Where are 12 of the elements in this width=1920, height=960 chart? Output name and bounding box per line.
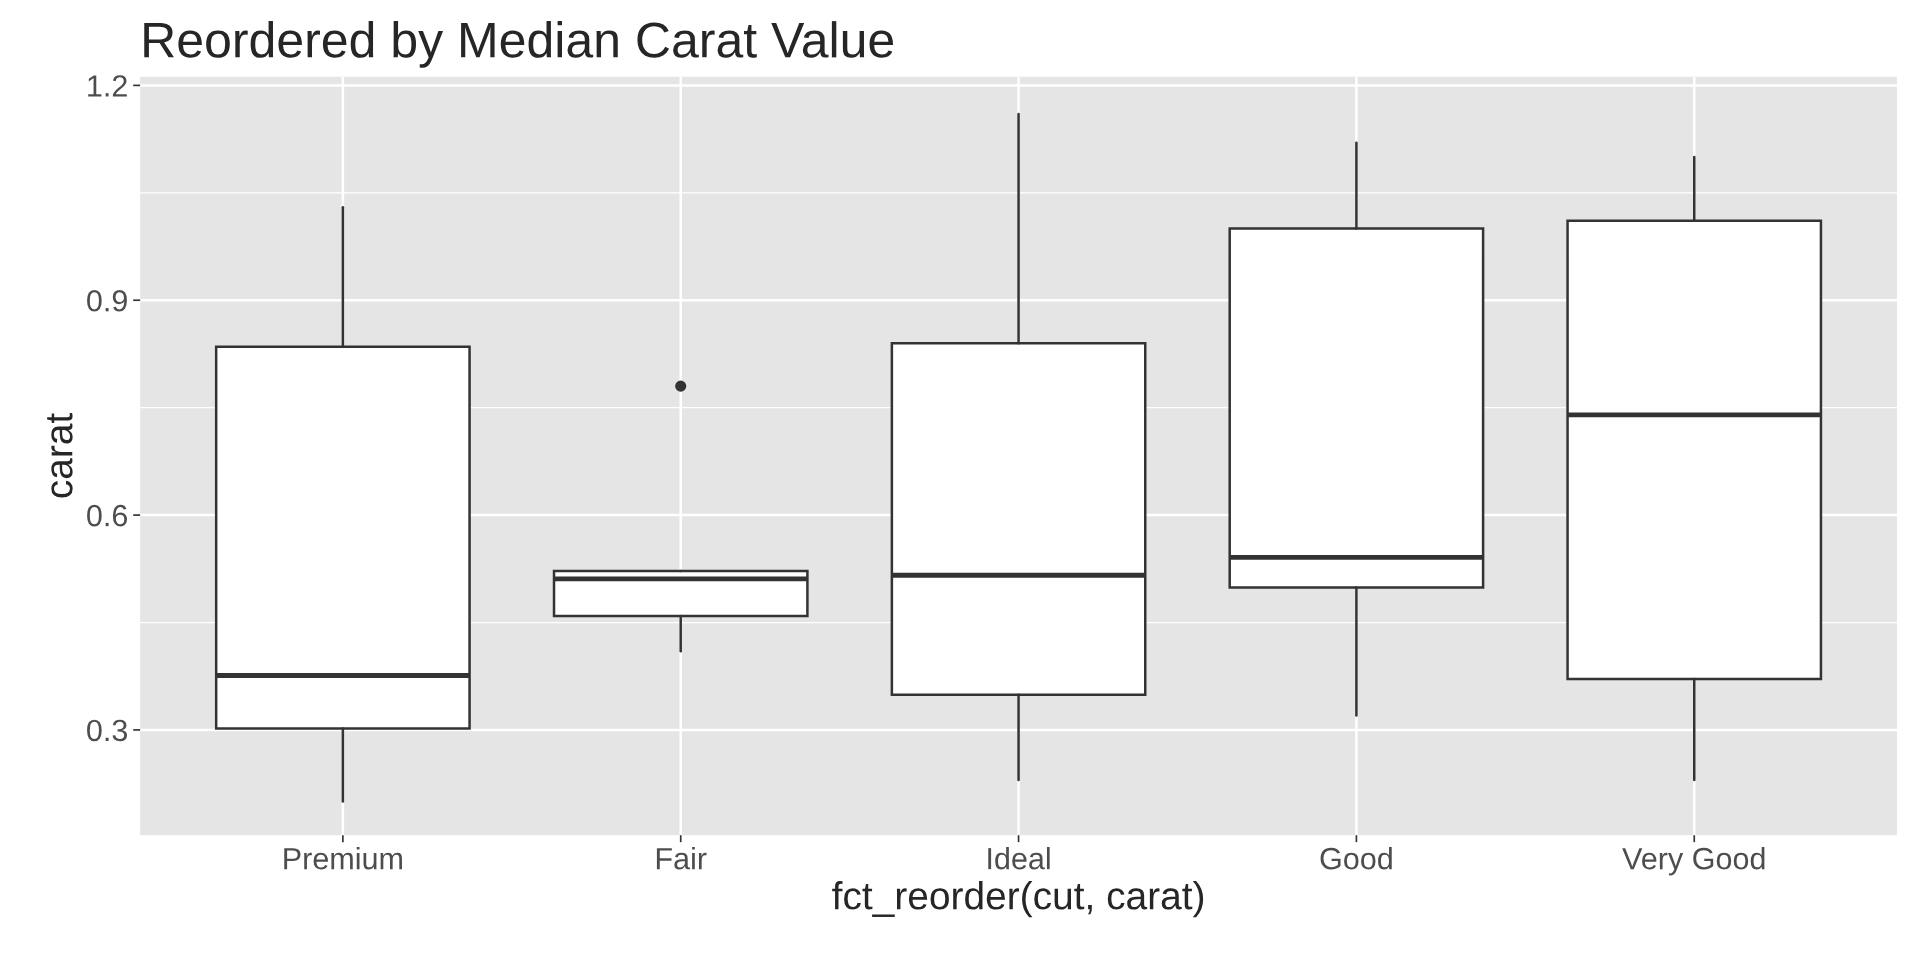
x-tick-label: Ideal [988,847,1050,870]
x-tick-label: Very Good [1622,847,1765,876]
y-tick-label: 0.9 [87,289,127,312]
y-tick-label: 0.3 [87,719,128,742]
y-tick-label: 0.6 [87,504,128,527]
x-axis-title: fct_reorder(cut, carat) [832,881,1204,918]
y-axis-title: carat [47,413,73,498]
x-tick-label: Premium [284,847,402,870]
x-tick-label: Fair [656,847,707,870]
chart-title: Reordered by Median Carat Value [144,21,894,68]
x-tick-label: Good [1320,847,1392,870]
y-tick-label: 1.2 [88,75,127,97]
